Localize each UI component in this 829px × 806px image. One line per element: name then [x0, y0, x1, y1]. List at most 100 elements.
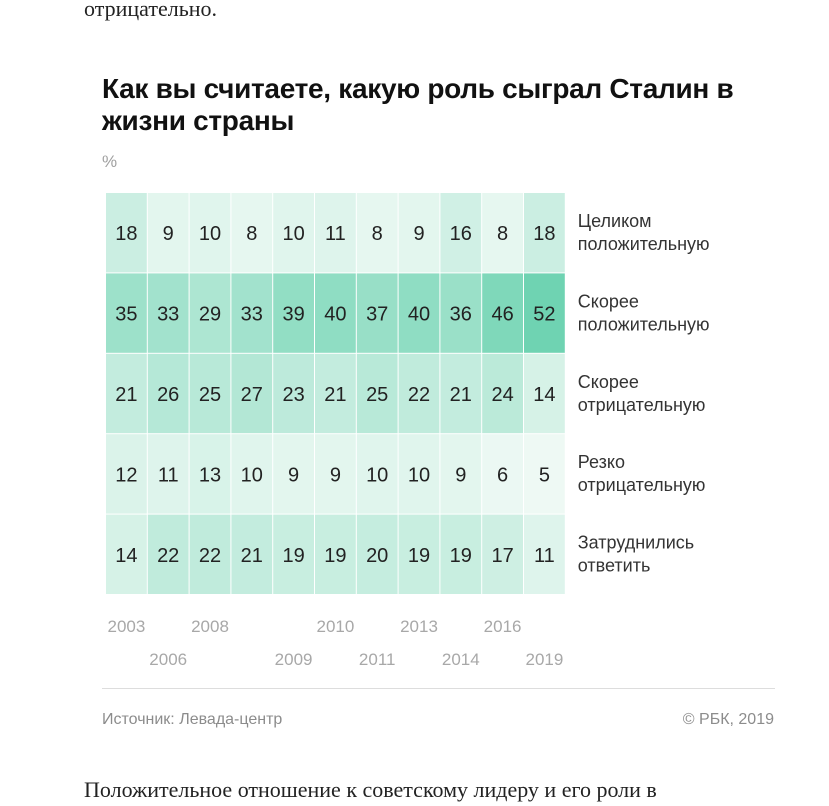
cell-value-label: 22: [157, 545, 179, 567]
cell-value-label: 29: [199, 304, 221, 326]
row-label: Затруднились: [578, 533, 694, 553]
year-tick-label: 2013: [400, 617, 438, 636]
row-label: Резко: [578, 452, 625, 472]
heatmap-cell: [524, 193, 565, 273]
heatmap-cell: [189, 273, 231, 353]
heatmap-cell: [440, 353, 482, 434]
cell-value-label: 19: [324, 545, 346, 567]
cell-value-label: 40: [324, 304, 346, 326]
year-tick-label: 2003: [107, 617, 145, 636]
cell-value-label: 33: [241, 304, 263, 326]
cell-value-label: 9: [330, 464, 341, 486]
cell-value-label: 37: [366, 304, 388, 326]
heatmap-cell: [273, 434, 314, 514]
heatmap-cell: [189, 434, 231, 514]
cell-value-label: 25: [366, 384, 388, 406]
heatmap-cell: [440, 193, 482, 273]
row-label: отрицательную: [578, 395, 706, 415]
cell-value-label: 22: [408, 384, 430, 406]
cell-value-label: 19: [408, 545, 430, 567]
heatmap-cell: [106, 353, 147, 434]
heatmap-cell: [398, 273, 440, 353]
cell-value-label: 21: [115, 384, 137, 406]
cell-value-label: 10: [199, 223, 221, 245]
cell-value-label: 22: [199, 545, 221, 567]
cell-value-label: 10: [241, 464, 263, 486]
heatmap-cell: [147, 353, 189, 434]
heatmap-cell: [482, 273, 523, 353]
heatmap-cell: [147, 193, 189, 273]
heatmap-cell: [482, 193, 523, 273]
row-label: Скорее: [578, 291, 639, 311]
chart-copyright: © РБК, 2019: [682, 711, 774, 728]
chart-title: Как вы считаете, какую роль сыграл Стали…: [102, 73, 734, 136]
heatmap-cell: [106, 193, 147, 273]
heatmap-cell: [398, 193, 440, 273]
cell-value-label: 8: [372, 223, 383, 245]
heatmap-cell: [106, 434, 147, 514]
cell-value-label: 13: [199, 464, 221, 486]
cell-value-label: 10: [282, 223, 304, 245]
heatmap-cell: [356, 514, 398, 594]
cell-value-label: 9: [413, 223, 424, 245]
heatmap-cell: [482, 514, 523, 594]
heatmap-cell: [231, 273, 273, 353]
cell-value-label: 52: [533, 304, 555, 326]
cell-value-label: 46: [491, 304, 513, 326]
heatmap-cell: [440, 273, 482, 353]
cell-value-label: 14: [115, 545, 137, 567]
cell-value-label: 8: [497, 223, 508, 245]
heatmap-cell: [524, 353, 565, 434]
cell-value-label: 18: [533, 223, 555, 245]
row-label: отрицательную: [578, 475, 706, 495]
heatmap-cell: [398, 514, 440, 594]
cell-value-label: 40: [408, 304, 430, 326]
heatmap-cell: [147, 514, 189, 594]
heatmap-cell: [356, 193, 398, 273]
heatmap-cell: [147, 434, 189, 514]
cell-value-label: 12: [115, 464, 137, 486]
cell-value-label: 19: [282, 545, 304, 567]
cell-value-label: 6: [497, 464, 508, 486]
year-tick-label: 2006: [149, 650, 187, 669]
article-text-bottom: Положительное отношение к советскому лид…: [84, 777, 657, 802]
cell-value-label: 25: [199, 384, 221, 406]
cell-value-label: 21: [241, 545, 263, 567]
footer-divider: [102, 688, 775, 689]
heatmap-cell: [524, 514, 565, 594]
cell-value-label: 9: [455, 464, 466, 486]
cell-value-label: 21: [324, 384, 346, 406]
cell-value-label: 9: [163, 223, 174, 245]
heatmap-cell: [273, 514, 314, 594]
year-tick-label: 2019: [525, 650, 563, 669]
heatmap-cell: [147, 273, 189, 353]
heatmap-cell: [356, 353, 398, 434]
heatmap-cell: [315, 273, 356, 353]
cell-value-label: 20: [366, 545, 388, 567]
cell-value-label: 19: [450, 545, 472, 567]
cell-value-label: 33: [157, 304, 179, 326]
heatmap-cell: [315, 193, 356, 273]
heatmap-cell: [231, 193, 273, 273]
year-tick-label: 2009: [275, 650, 313, 669]
row-label: Целиком: [578, 211, 652, 231]
heatmap-cell: [106, 514, 147, 594]
heatmap-cell: [189, 514, 231, 594]
heatmap-cell: [189, 353, 231, 434]
row-label: Скорее: [578, 372, 639, 392]
heatmap-cell: [315, 353, 356, 434]
heatmap-cell: [231, 514, 273, 594]
cell-value-label: 36: [450, 304, 472, 326]
heatmap-cell: [315, 514, 356, 594]
heatmap-cell: [273, 193, 314, 273]
row-label: положительную: [578, 314, 710, 334]
chart-source: Источник: Левада-центр: [102, 711, 283, 728]
cell-value-label: 5: [539, 464, 550, 486]
row-label: положительную: [578, 234, 710, 254]
cell-value-label: 9: [288, 464, 299, 486]
cell-value-label: 27: [241, 384, 263, 406]
cell-value-label: 11: [158, 464, 179, 486]
cell-value-label: 35: [115, 304, 137, 326]
year-tick-label: 2008: [191, 617, 229, 636]
row-label: ответить: [578, 556, 651, 576]
